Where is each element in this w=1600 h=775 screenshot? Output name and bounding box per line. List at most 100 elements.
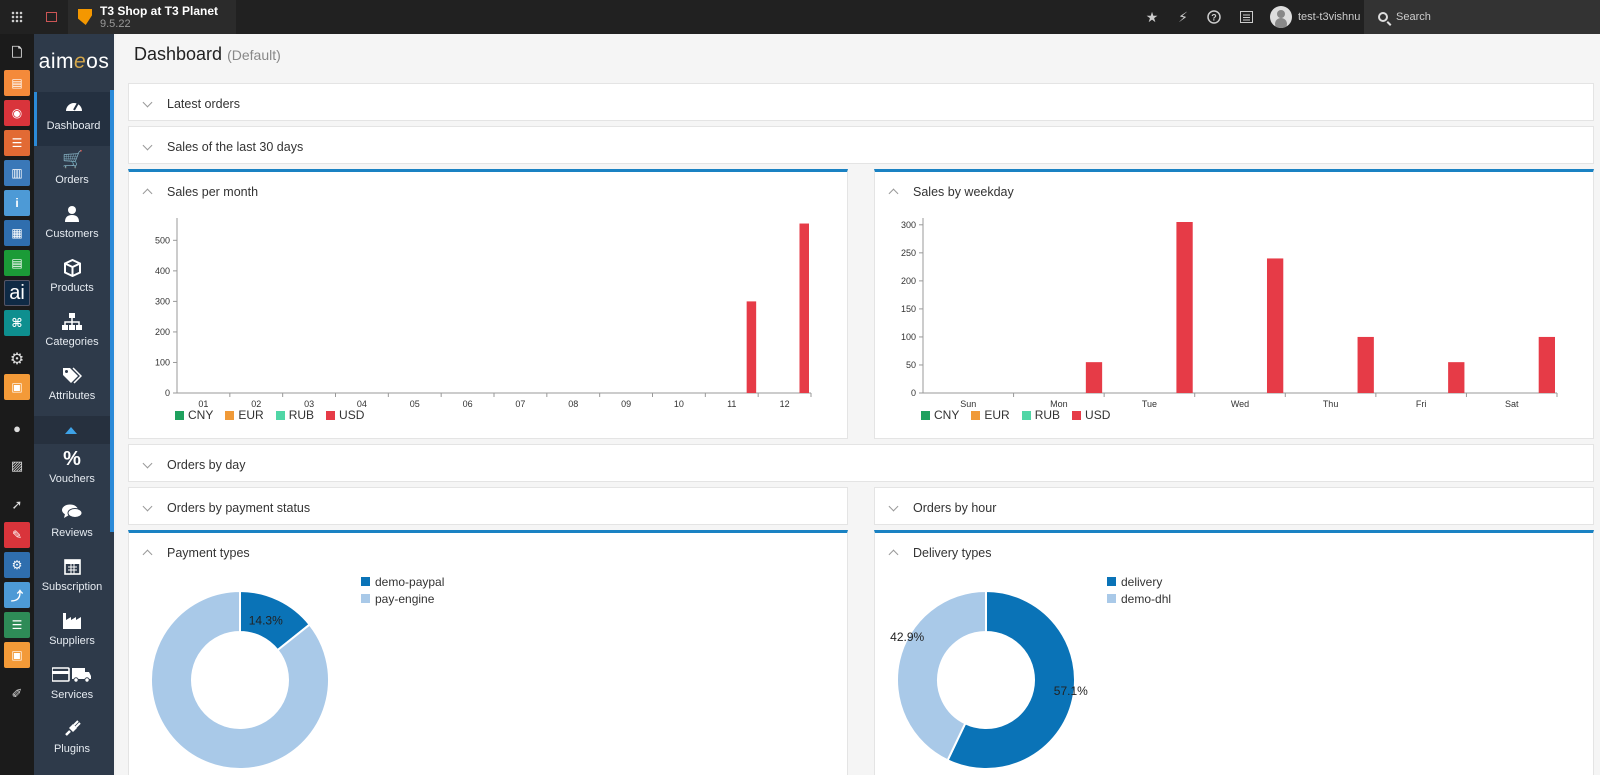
legend-item-eur[interactable]: EUR bbox=[971, 408, 1010, 422]
globe-icon[interactable]: ● bbox=[13, 420, 21, 436]
help-icon[interactable]: ? bbox=[1205, 8, 1223, 26]
truck-icon bbox=[51, 666, 92, 684]
legend-item-usd[interactable]: USD bbox=[1072, 408, 1110, 422]
info-module-icon[interactable]: i bbox=[4, 190, 30, 216]
y-tick-label: 0 bbox=[165, 388, 170, 398]
upload-module-icon[interactable]: ⤴ bbox=[4, 582, 30, 608]
sidebar-item-dashboard[interactable]: Dashboard bbox=[34, 92, 110, 146]
gear-icon[interactable]: ⚙ bbox=[9, 351, 25, 368]
donut-slice-delivery bbox=[946, 589, 1076, 770]
donut-label-demo-paypal: 14.3% bbox=[249, 613, 283, 627]
legend-item-eur[interactable]: EUR bbox=[225, 408, 264, 422]
legend-item-rub[interactable]: RUB bbox=[275, 408, 314, 422]
user-menu[interactable]: test-t3vishnu bbox=[1270, 0, 1360, 34]
panel-delivery-types: Delivery types 57.1% 42.9% delivery demo-… bbox=[874, 530, 1594, 775]
plug-module-icon[interactable]: ✐ bbox=[11, 686, 23, 701]
sidebar-item-suppliers[interactable]: Suppliers bbox=[34, 607, 110, 661]
apps-menu-icon[interactable] bbox=[0, 0, 34, 34]
bolt-icon[interactable]: ⚡ bbox=[1178, 9, 1188, 25]
site-name: T3 Shop at T3 Planet bbox=[100, 3, 219, 18]
panel-header[interactable]: Sales per month bbox=[129, 172, 847, 212]
y-tick-label: 100 bbox=[155, 357, 170, 367]
sidebar-item-reviews[interactable]: Reviews bbox=[34, 499, 110, 553]
page-title: Dashboard (Default) bbox=[134, 44, 281, 64]
view-eye-icon[interactable]: ◉ bbox=[4, 100, 30, 126]
user-icon bbox=[62, 205, 82, 223]
factory-icon bbox=[62, 612, 82, 630]
y-tick-label: 300 bbox=[901, 220, 916, 230]
panel-orders-by-hour[interactable]: Orders by hour bbox=[874, 487, 1594, 525]
x-tick-label: Sun bbox=[960, 399, 976, 409]
legend-item-pay-engine[interactable]: pay-engine bbox=[361, 590, 444, 607]
sidebar-item-plugins[interactable]: Plugins bbox=[34, 715, 110, 769]
aimeos-module-icon[interactable]: ai bbox=[4, 280, 30, 306]
package-module-icon[interactable]: ▣ bbox=[4, 374, 30, 400]
sidebar-collapse-toggle[interactable] bbox=[34, 416, 110, 444]
y-tick-label: 200 bbox=[901, 276, 916, 286]
search-label: Search bbox=[1396, 11, 1431, 23]
cogs-module-icon[interactable]: ⚙ bbox=[4, 552, 30, 578]
legend-item-delivery[interactable]: delivery bbox=[1107, 573, 1171, 590]
legend-item-demo-dhl[interactable]: demo-dhl bbox=[1107, 590, 1171, 607]
sheet-module-icon[interactable]: ▤ bbox=[4, 250, 30, 276]
sidebar-item-categories[interactable]: Categories bbox=[34, 308, 110, 362]
site-version: 9.5.22 bbox=[100, 17, 131, 30]
wrench-module-icon[interactable]: ✎ bbox=[4, 522, 30, 548]
list-module-icon[interactable]: ☰ bbox=[4, 130, 30, 156]
server-module-icon[interactable]: ☰ bbox=[4, 612, 30, 638]
image-icon[interactable]: ▨ bbox=[10, 458, 24, 473]
x-tick-label: Tue bbox=[1142, 399, 1157, 409]
x-tick-label: 01 bbox=[198, 399, 208, 409]
search-button[interactable]: Search bbox=[1364, 0, 1600, 34]
binoculars-module-icon[interactable]: ⌘ bbox=[4, 310, 30, 336]
chevron-down-icon bbox=[141, 140, 155, 154]
star-icon[interactable]: ★ bbox=[1145, 9, 1159, 25]
x-tick-label: 02 bbox=[251, 399, 261, 409]
donut-label-demo-dhl: 42.9% bbox=[890, 630, 924, 644]
bar-usd-Tue bbox=[1176, 222, 1193, 393]
legend-item-demo-paypal[interactable]: demo-paypal bbox=[361, 573, 444, 590]
x-tick-label: 06 bbox=[463, 399, 473, 409]
form-module-icon[interactable]: ▥ bbox=[4, 160, 30, 186]
legend-item-usd[interactable]: USD bbox=[326, 408, 364, 422]
sales-by-weekday-chart: 0 50 100 150 200 250 300 Sun Mon Tue Wed Thu Fri Sat bbox=[901, 218, 1558, 409]
module-toggle-icon[interactable] bbox=[34, 0, 68, 34]
chevron-up-icon bbox=[141, 185, 155, 199]
panel-latest-orders[interactable]: Latest orders bbox=[128, 83, 1594, 121]
top-bar: T3 Shop at T3 Planet 9.5.22 ★ ⚡ ? test-t… bbox=[0, 0, 1600, 34]
box-module-icon[interactable]: ▣ bbox=[4, 642, 30, 668]
sidebar-item-products[interactable]: Products bbox=[34, 254, 110, 308]
dashboard-icon bbox=[64, 97, 84, 115]
list-icon[interactable] bbox=[1237, 8, 1255, 26]
chevron-down-icon bbox=[141, 97, 155, 111]
panel-orders-by-day[interactable]: Orders by day bbox=[128, 444, 1594, 482]
panel-header[interactable]: Delivery types bbox=[875, 533, 1593, 573]
rocket-icon[interactable]: ➚ bbox=[11, 497, 23, 512]
module-bar: 🗋 ▤ ◉ ☰ ▥ i ▦ ▤ ai ⌘ ⚙ ▣ ● ▨ ➚ ✎ ⚙ ⤴ ☰ ▣… bbox=[0, 34, 34, 775]
panel-sales-30-days[interactable]: Sales of the last 30 days bbox=[128, 126, 1594, 164]
delivery-types-donut: 57.1% 42.9% bbox=[890, 589, 1088, 770]
sidebar-item-vouchers[interactable]: % Vouchers bbox=[49, 448, 95, 485]
template-module-icon[interactable]: ▦ bbox=[4, 220, 30, 246]
sidebar-item-attributes[interactable]: Attributes bbox=[34, 362, 110, 416]
page-module-icon[interactable]: 🗋 bbox=[11, 45, 23, 60]
legend-item-cny[interactable]: CNY bbox=[921, 408, 959, 422]
legend-item-rub[interactable]: RUB bbox=[1021, 408, 1060, 422]
bar-usd-Sat bbox=[1538, 336, 1555, 393]
site-info[interactable]: T3 Shop at T3 Planet 9.5.22 bbox=[68, 0, 236, 34]
x-tick-label: Fri bbox=[1416, 399, 1427, 409]
x-tick-label: 09 bbox=[621, 399, 631, 409]
chevron-up-icon bbox=[141, 546, 155, 560]
panel-header[interactable]: Sales by weekday bbox=[875, 172, 1593, 212]
sidebar-item-subscription[interactable]: Subscription bbox=[34, 553, 110, 607]
sidebar-item-services[interactable]: Services bbox=[34, 661, 110, 715]
sidebar-item-orders[interactable]: 🛒 Orders bbox=[55, 150, 89, 187]
sidebar-item-customers[interactable]: Customers bbox=[34, 200, 110, 254]
page-orange-icon[interactable]: ▤ bbox=[4, 70, 30, 96]
sidebar-scrollbar[interactable] bbox=[110, 90, 114, 532]
panel-header[interactable]: Payment types bbox=[129, 533, 847, 573]
panel-orders-by-payment-status[interactable]: Orders by payment status bbox=[128, 487, 848, 525]
legend-item-cny[interactable]: CNY bbox=[175, 408, 213, 422]
plug-icon bbox=[62, 720, 82, 738]
bar-usd-Wed bbox=[1266, 258, 1284, 393]
